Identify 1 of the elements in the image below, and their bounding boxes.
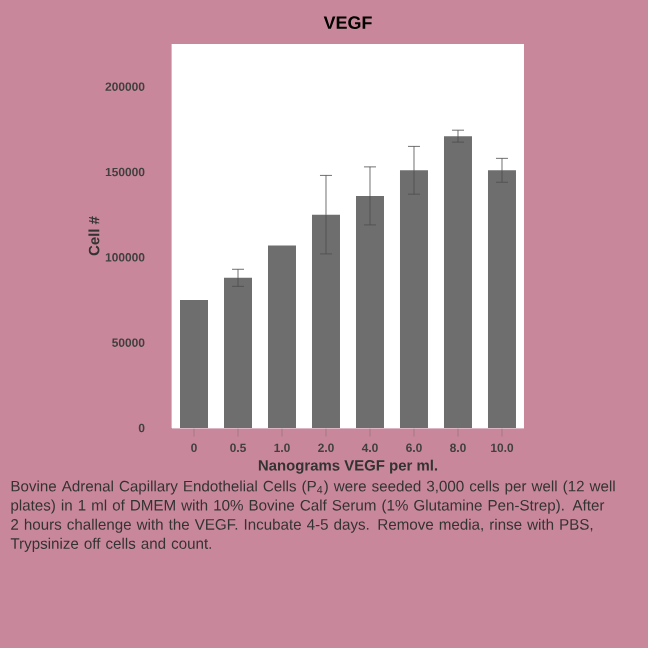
chart-title: VEGF <box>323 16 372 30</box>
